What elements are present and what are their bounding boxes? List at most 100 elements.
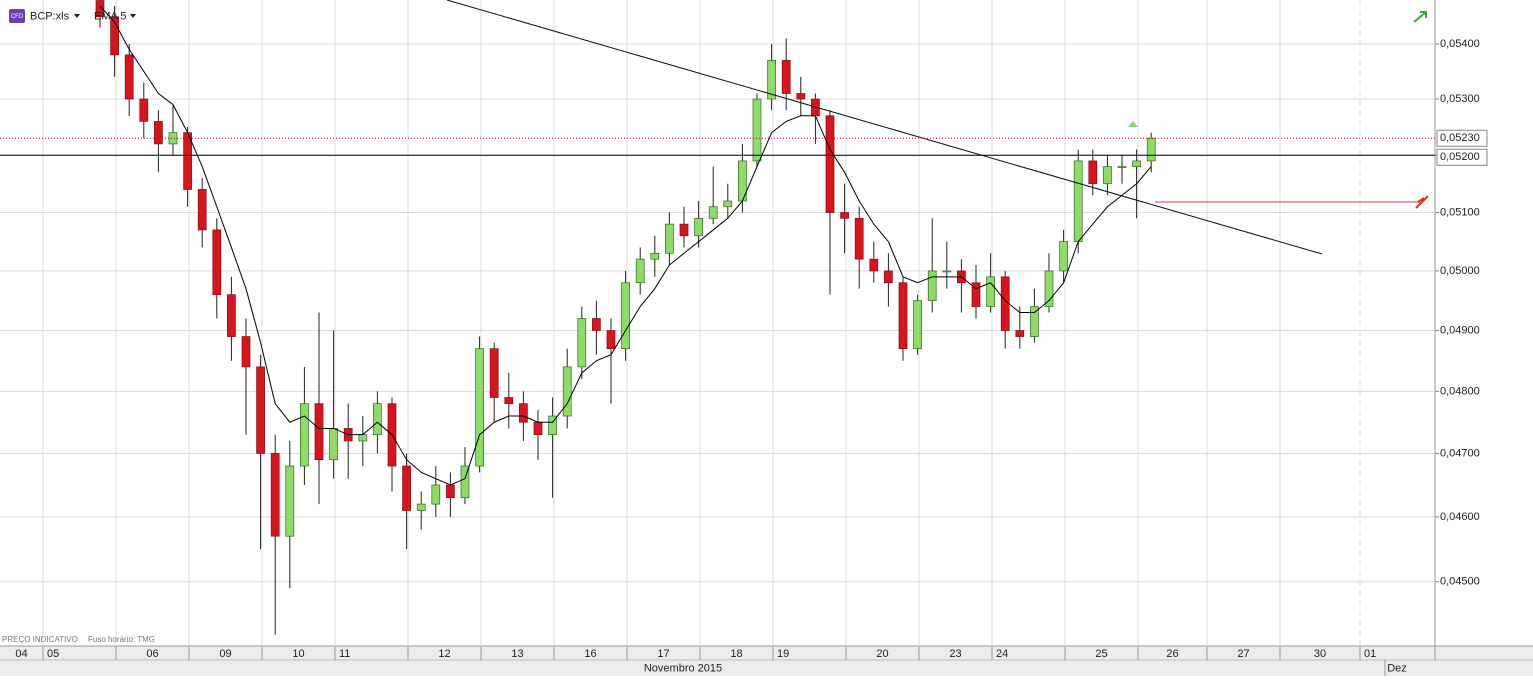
candle-body — [256, 366, 265, 454]
cfd-badge — [9, 9, 25, 23]
price-label-box — [1436, 129, 1488, 147]
candle-body — [446, 484, 455, 499]
candle-body — [431, 484, 441, 505]
candle-body — [168, 132, 178, 145]
candle-body — [898, 282, 908, 349]
candle-body — [752, 98, 762, 162]
candle-body — [95, 0, 105, 18]
x-tick-label: 13 — [511, 648, 523, 660]
candle-body — [154, 121, 163, 145]
candle-body — [767, 60, 776, 100]
candle-body — [1073, 160, 1083, 242]
candle-body — [1103, 166, 1112, 185]
candle-body — [592, 318, 601, 331]
trend-line[interactable] — [446, 0, 1323, 255]
x-tick-label: 09 — [219, 648, 231, 660]
y-tick-label: 0,04600 — [1440, 511, 1480, 523]
y-tick-label: 0,04800 — [1440, 385, 1480, 397]
x-tick-label: 10 — [292, 648, 304, 660]
candle-body — [314, 403, 324, 461]
x-tick-label: 20 — [876, 648, 888, 660]
candle-body — [942, 270, 952, 273]
candle-body — [212, 229, 222, 295]
candle-body — [606, 330, 616, 349]
candle-body — [679, 223, 689, 237]
y-tick-label: 0,05100 — [1440, 206, 1480, 218]
candle-body — [694, 217, 703, 237]
candle-body — [854, 217, 864, 260]
x-tick-label: 05 — [47, 648, 59, 660]
candle-body — [197, 189, 207, 231]
candle-body — [913, 300, 922, 349]
candle-body — [577, 318, 587, 368]
candle-body — [329, 428, 338, 461]
x-tick-label: 18 — [730, 648, 742, 660]
price-label: 0,05230 — [1440, 132, 1480, 144]
x-tick-label: 11 — [339, 648, 350, 660]
instrument-name[interactable]: BCP:xls — [30, 10, 70, 22]
price-label: 0,05200 — [1440, 151, 1480, 163]
candle-body — [562, 366, 572, 417]
x-tick-label: 27 — [1237, 648, 1249, 660]
candle-body — [723, 200, 733, 208]
y-tick-label: 0,04500 — [1440, 576, 1480, 588]
candle-body — [183, 132, 192, 190]
indicator-name[interactable]: EMA 5 — [94, 10, 126, 22]
y-tick-label: 0,05000 — [1440, 265, 1480, 277]
dropdown-arrow[interactable] — [130, 14, 136, 18]
alert-marker — [1128, 121, 1138, 127]
candle-body — [1146, 137, 1156, 162]
candle-body — [124, 54, 134, 100]
candle-body — [460, 465, 470, 499]
ema-line — [99, 5, 1152, 486]
x-tick-label: 12 — [438, 648, 450, 660]
dropdown-arrow[interactable] — [74, 14, 80, 18]
candle-body — [475, 348, 484, 467]
candle-body — [650, 252, 660, 260]
candle-body — [796, 93, 806, 100]
candle-body — [1088, 160, 1098, 185]
price-label-box — [1436, 148, 1488, 166]
x-tick-label: 30 — [1314, 648, 1326, 660]
candle-body — [270, 453, 280, 537]
candle-body — [781, 60, 791, 94]
candle-body — [635, 258, 645, 284]
candle-body — [241, 336, 251, 368]
candle-body — [884, 270, 893, 284]
candle-body — [708, 206, 718, 219]
candle-body — [548, 415, 557, 436]
x-tick-label: 26 — [1166, 648, 1178, 660]
candle-body — [971, 282, 981, 307]
x-tick-label: 25 — [1095, 648, 1107, 660]
candle-body — [285, 465, 295, 537]
candle-body — [869, 258, 879, 272]
x-tick-label: 01 — [1364, 648, 1376, 660]
candle-body — [110, 16, 119, 56]
month-label: Novembro 2015 — [644, 662, 722, 674]
x-tick-label: 23 — [949, 648, 961, 660]
y-tick-label: 0,04900 — [1440, 324, 1480, 336]
candle-body — [1000, 276, 1010, 331]
candle-body — [1117, 166, 1127, 168]
trend-icon[interactable] — [1413, 11, 1427, 23]
y-tick-label: 0,04700 — [1440, 447, 1480, 459]
alert-icon[interactable] — [1415, 195, 1429, 209]
candle-body — [621, 282, 630, 349]
x-axis-band — [0, 646, 1533, 676]
candle-body — [504, 397, 514, 405]
candle-body — [825, 115, 835, 213]
candle-body — [986, 276, 995, 307]
candle-body — [358, 434, 368, 442]
footer-note: PREÇO INDICATIVO — [2, 635, 78, 644]
cfd-badge-text: CFD — [11, 14, 24, 20]
plot — [95, 0, 1156, 635]
candle-body — [139, 98, 149, 122]
candle-body — [1059, 241, 1068, 272]
x-tick-label: 04 — [15, 648, 27, 660]
candle-body — [1044, 270, 1054, 307]
x-tick-label: 16 — [584, 648, 596, 660]
candle-body — [665, 223, 674, 254]
